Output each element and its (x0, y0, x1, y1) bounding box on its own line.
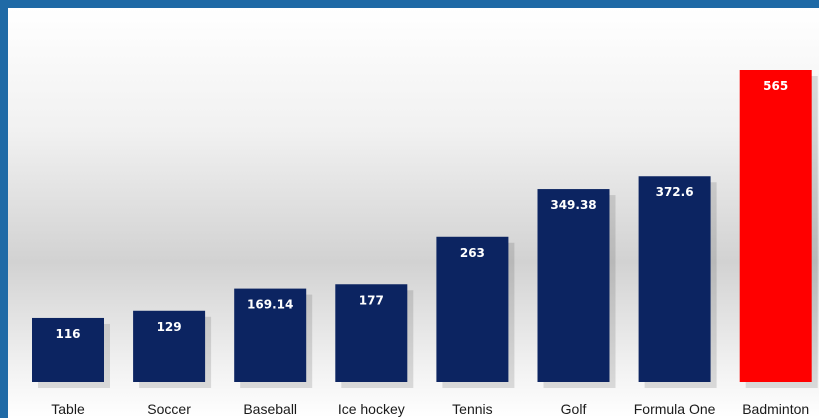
bar-badminton (739, 70, 812, 382)
category-label-soccer: Soccer (147, 401, 191, 417)
category-labels-group: Table Soccer Baseball Ice hockey Tennis Golf F… (51, 401, 809, 417)
category-label-golf: Golf (561, 401, 587, 417)
value-label-tennis: 263 (460, 246, 485, 260)
value-label-baseball: 169.14 (247, 298, 293, 312)
category-label-badminton: Badminton (742, 401, 809, 417)
category-label-baseball: Baseball (243, 401, 297, 417)
bar-tennis (436, 236, 509, 382)
value-label-ice-hockey: 177 (359, 293, 384, 307)
value-label-badminton: 565 (763, 79, 788, 93)
bar-ice-hockey (335, 284, 408, 382)
value-label-table: 116 (55, 327, 80, 341)
category-label-tennis: Tennis (452, 401, 492, 417)
bar-chart: 116 129 169.14 177 263 349.38 372.6 565 Table So… (32, 70, 818, 417)
value-label-golf: 349.38 (550, 198, 596, 212)
bar-formula-one (638, 176, 711, 382)
chart-panel: 116 129 169.14 177 263 349.38 372.6 565 Table So… (8, 8, 819, 418)
bar-table (32, 317, 104, 382)
value-labels-group: 116 129 169.14 177 263 349.38 372.6 565 (55, 79, 788, 341)
category-label-ice-hockey: Ice hockey (338, 401, 405, 417)
category-label-formula-one: Formula One (634, 401, 716, 417)
bars-group (32, 70, 812, 382)
bar-baseball (234, 288, 307, 382)
bar-golf (537, 189, 610, 382)
bar-soccer (133, 310, 206, 382)
value-label-formula-one: 372.6 (656, 185, 694, 199)
category-label-table: Table (51, 401, 85, 417)
value-label-soccer: 129 (157, 320, 182, 334)
